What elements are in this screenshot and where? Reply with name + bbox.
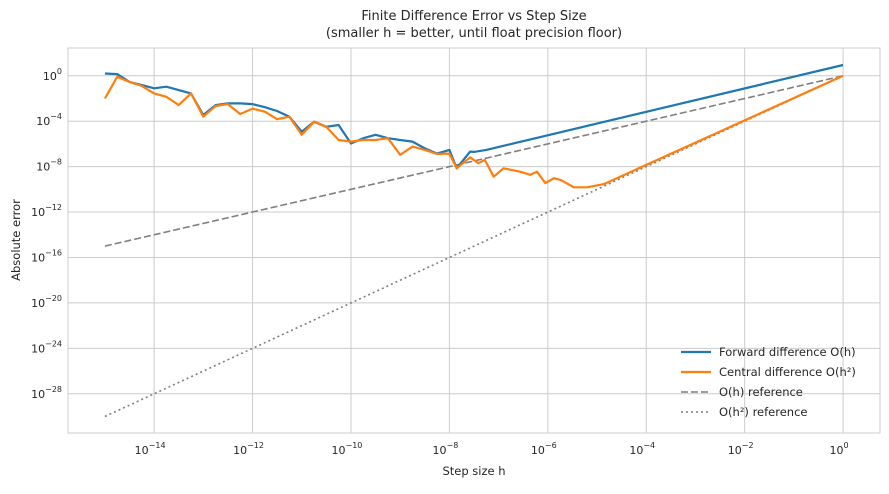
y-tick-label: 10−12 [31,203,62,219]
y-tick-base: 10 [31,206,45,219]
y-tick-label: 10−4 [36,112,62,128]
y-tick-exp: −24 [45,339,62,348]
x-tick-label: 10−8 [432,441,458,457]
y-tick-label: 10−24 [31,339,62,355]
x-tick-base: 10 [531,444,545,457]
x-tick-label: 10−14 [135,441,166,457]
tick-labels: 10−14 10−12 10−10 10−8 10−6 10−4 10−2 10010010−… [31,67,849,457]
y-tick-base: 10 [31,342,45,355]
y-tick-label: 10−8 [36,158,62,174]
legend-label: Forward difference O(h) [719,345,856,359]
y-tick-exp: −12 [45,203,62,212]
y-tick-label: 100 [43,67,62,83]
series-line-0 [104,63,844,170]
y-tick-exp: −20 [45,294,62,303]
plot-frame [67,47,881,434]
series-group [103,63,844,418]
series-line-1 [103,74,844,189]
x-tick-base: 10 [728,444,742,457]
legend-label: O(h²) reference [719,405,808,419]
y-tick-base: 10 [43,70,57,83]
x-axis-label: Step size h [442,464,505,478]
y-tick-label: 10−20 [31,294,62,310]
y-tick-label: 10−16 [31,248,62,264]
x-tick-exp: −6 [545,441,557,450]
series-line-2 [104,75,844,247]
x-tick-exp: −4 [643,441,655,450]
x-tick-label: 10−6 [531,441,557,457]
x-tick-base: 10 [332,444,346,457]
x-tick-exp: −8 [446,441,458,450]
x-tick-exp: 0 [844,441,849,450]
y-axis-label: Absolute error [9,199,23,281]
x-tick-label: 100 [830,441,849,457]
legend: Forward difference O(h) Central differenc… [681,345,856,419]
x-tick-exp: −2 [742,441,754,450]
y-tick-base: 10 [31,297,45,310]
y-tick-base: 10 [36,115,50,128]
y-tick-exp: 0 [57,67,62,76]
y-tick-exp: −28 [45,385,62,394]
x-tick-base: 10 [629,444,643,457]
series-line-3 [104,75,844,418]
y-tick-base: 10 [31,251,45,264]
x-tick-base: 10 [233,444,247,457]
x-tick-base: 10 [432,444,446,457]
x-tick-base: 10 [135,444,149,457]
y-tick-base: 10 [36,161,50,174]
chart-title: Finite Difference Error vs Step Size [361,9,586,24]
y-tick-exp: −4 [50,112,62,121]
x-tick-label: 10−10 [332,441,363,457]
chart-subtitle: (smaller h = better, until float precisi… [326,26,622,41]
y-tick-exp: −8 [50,158,62,167]
y-tick-label: 10−28 [31,385,62,401]
legend-label: Central difference O(h²) [719,365,856,379]
x-tick-exp: −12 [247,441,264,450]
x-tick-exp: −14 [149,441,166,450]
x-tick-base: 10 [830,444,844,457]
x-tick-label: 10−2 [728,441,754,457]
x-tick-label: 10−4 [629,441,655,457]
y-tick-exp: −16 [45,248,62,257]
x-tick-label: 10−12 [233,441,264,457]
legend-label: O(h) reference [719,385,803,399]
x-tick-exp: −10 [346,441,363,450]
y-tick-base: 10 [31,388,45,401]
